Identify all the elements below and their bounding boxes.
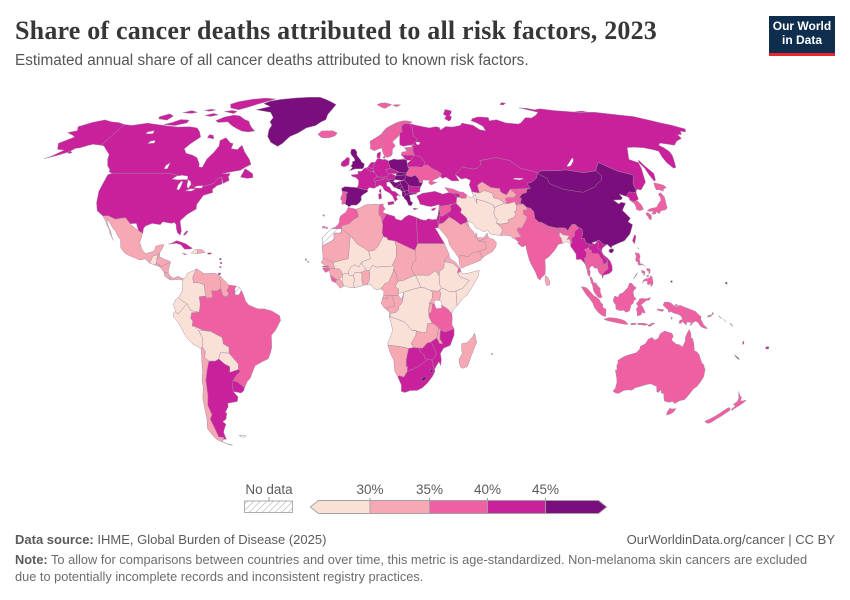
svg-text:45%: 45%: [532, 482, 559, 497]
svg-text:35%: 35%: [416, 482, 443, 497]
svg-text:No data: No data: [245, 482, 293, 497]
svg-text:30%: 30%: [356, 482, 383, 497]
svg-text:40%: 40%: [474, 482, 501, 497]
